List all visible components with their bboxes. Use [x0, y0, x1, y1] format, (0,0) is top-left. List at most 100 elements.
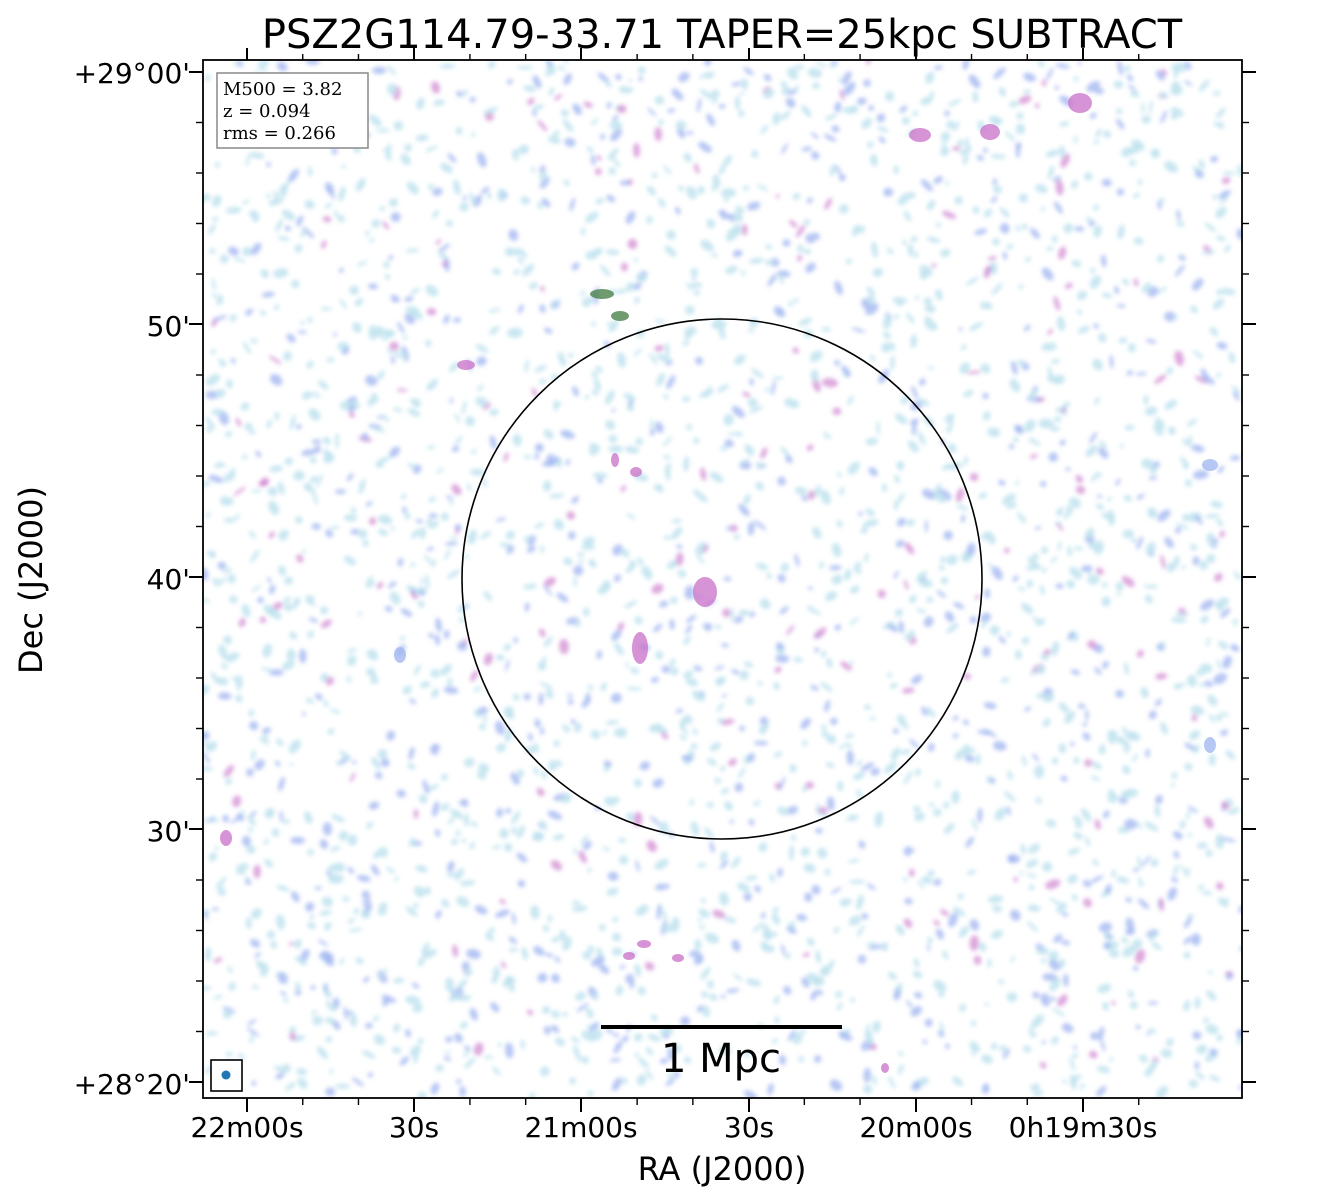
noise-blob	[262, 733, 269, 739]
noise-blob	[771, 913, 781, 925]
noise-blob	[694, 939, 702, 951]
noise-blob	[457, 978, 468, 990]
noise-blob	[588, 1021, 599, 1033]
noise-blob	[597, 72, 610, 83]
noise-blob	[393, 407, 403, 412]
noise-blob	[1145, 748, 1150, 758]
noise-blob	[1059, 121, 1070, 127]
noise-blob	[469, 1007, 478, 1021]
noise-blob	[1045, 149, 1059, 158]
noise-blob	[610, 693, 622, 703]
noise-blob	[266, 577, 272, 584]
noise-blob	[1006, 631, 1012, 637]
noise-blob	[1103, 942, 1112, 949]
noise-blob	[291, 279, 300, 289]
noise-blob	[1010, 360, 1018, 375]
noise-blob	[1145, 338, 1157, 344]
noise-blob	[675, 552, 684, 566]
noise-blob	[991, 929, 1003, 940]
noise-blob	[338, 186, 346, 202]
noise-blob	[775, 654, 790, 663]
noise-blob	[225, 777, 232, 785]
noise-blob	[454, 868, 465, 881]
noise-blob	[769, 873, 776, 883]
noise-blob	[203, 751, 210, 764]
noise-blob	[608, 445, 624, 453]
noise-blob	[1003, 791, 1016, 802]
noise-blob	[413, 664, 421, 676]
noise-blob	[962, 744, 971, 757]
noise-blob	[1172, 314, 1178, 322]
noise-blob	[324, 202, 333, 209]
noise-blob	[755, 481, 764, 491]
noise-blob	[666, 375, 676, 390]
noise-blob	[669, 658, 676, 668]
noise-blob	[1051, 757, 1059, 765]
noise-blob	[788, 301, 794, 307]
noise-blob	[1026, 921, 1039, 932]
noise-blob	[295, 516, 303, 524]
noise-blob	[393, 1023, 401, 1033]
noise-blob	[883, 187, 894, 197]
noise-blob	[600, 682, 608, 692]
noise-blob	[839, 204, 849, 214]
noise-blob	[1138, 898, 1150, 910]
noise-blob	[771, 1038, 779, 1044]
noise-blob	[488, 308, 502, 313]
noise-blob	[693, 437, 700, 444]
noise-blob	[690, 821, 700, 836]
noise-blob	[410, 287, 421, 295]
noise-blob	[1069, 1057, 1076, 1072]
noise-blob	[1023, 72, 1036, 82]
noise-blob	[1096, 1065, 1111, 1074]
noise-blob	[1188, 1079, 1199, 1088]
noise-blob	[430, 1082, 440, 1095]
noise-blob	[491, 268, 502, 275]
noise-blob	[1050, 556, 1058, 564]
noise-blob	[241, 603, 251, 618]
noise-blob	[1054, 201, 1063, 214]
noise-blob	[410, 562, 416, 568]
noise-blob	[368, 801, 380, 810]
noise-blob	[265, 193, 271, 199]
noise-blob	[312, 392, 321, 398]
noise-blob	[413, 808, 419, 819]
noise-blob	[323, 452, 335, 464]
noise-blob	[1010, 955, 1015, 963]
noise-blob	[1119, 443, 1124, 448]
noise-blob	[1057, 523, 1064, 532]
noise-blob	[1075, 485, 1086, 495]
noise-blob	[361, 1050, 376, 1059]
noise-blob	[1087, 574, 1100, 585]
noise-blob	[569, 1077, 577, 1085]
noise-blob	[1194, 1061, 1200, 1070]
noise-blob	[608, 167, 616, 175]
noise-blob	[1012, 436, 1019, 443]
noise-blob	[422, 886, 432, 895]
noise-blob	[836, 1002, 843, 1011]
noise-blob	[540, 285, 545, 292]
noise-blob	[273, 190, 278, 200]
noise-blob	[652, 778, 664, 788]
noise-blob	[904, 897, 913, 905]
noise-blob	[384, 605, 393, 612]
noise-blob	[798, 1030, 807, 1035]
noise-blob	[1017, 512, 1027, 524]
noise-blob	[1101, 582, 1108, 588]
noise-blob	[634, 963, 642, 977]
noise-blob	[843, 742, 853, 748]
noise-blob	[709, 993, 718, 1001]
noise-blob	[1088, 1050, 1098, 1059]
noise-blob	[346, 473, 354, 482]
noise-blob	[557, 65, 566, 71]
noise-blob	[1209, 327, 1219, 337]
noise-blob	[945, 181, 950, 186]
noise-blob	[830, 887, 842, 895]
noise-blob	[455, 90, 464, 97]
noise-blob	[479, 723, 486, 731]
noise-blob	[1023, 324, 1031, 332]
noise-blob	[270, 940, 278, 949]
noise-blob	[1040, 480, 1047, 488]
emission-feature	[881, 1063, 889, 1073]
noise-blob	[255, 450, 262, 458]
